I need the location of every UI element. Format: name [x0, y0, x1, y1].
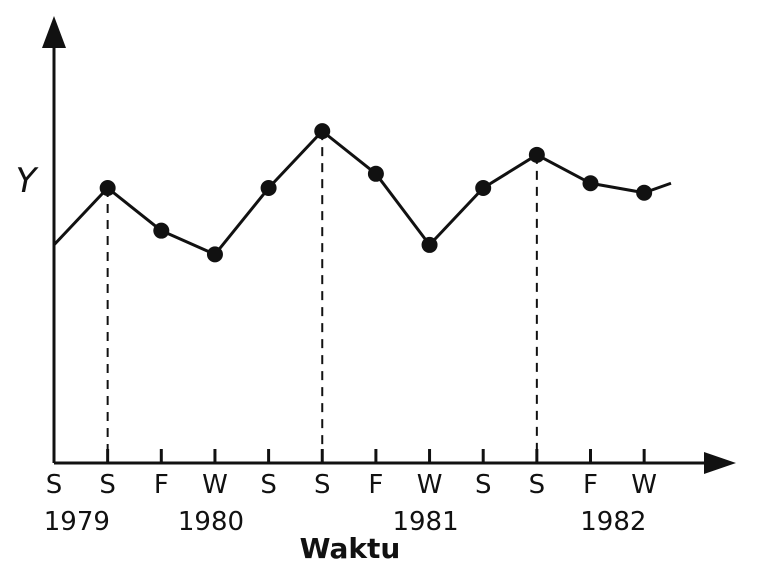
year-label: 1980 [178, 507, 244, 537]
data-point [528, 146, 545, 163]
year-label: 1981 [392, 507, 458, 537]
data-point [314, 123, 331, 140]
data-point [99, 180, 116, 197]
data-point [636, 184, 653, 201]
x-tick-label: W [631, 470, 657, 500]
x-tick-label: F [368, 470, 383, 500]
y-axis-arrow [42, 16, 66, 48]
data-point [153, 222, 170, 239]
x-tick-label: F [154, 470, 169, 500]
year-label: 1982 [580, 507, 646, 537]
x-tick-label: S [260, 470, 277, 500]
x-tick-label: S [46, 470, 63, 500]
data-point [582, 175, 599, 192]
y-axis-title: Y [16, 161, 39, 201]
x-tick-label: F [583, 470, 598, 500]
x-tick-label: W [417, 470, 443, 500]
year-label: 1979 [44, 507, 110, 537]
x-tick-label: S [475, 470, 492, 500]
x-tick-label: S [99, 470, 116, 500]
x-tick-label: W [202, 470, 228, 500]
x-tick-label: S [529, 470, 546, 500]
series-line [52, 129, 672, 256]
x-axis-arrow [704, 452, 736, 474]
data-point [367, 165, 384, 182]
data-point [206, 246, 223, 263]
data-point [260, 180, 277, 197]
x-tick-label: S [314, 470, 331, 500]
data-point [475, 180, 492, 197]
x-axis-title: Waktu [300, 532, 401, 562]
data-point [421, 236, 438, 253]
